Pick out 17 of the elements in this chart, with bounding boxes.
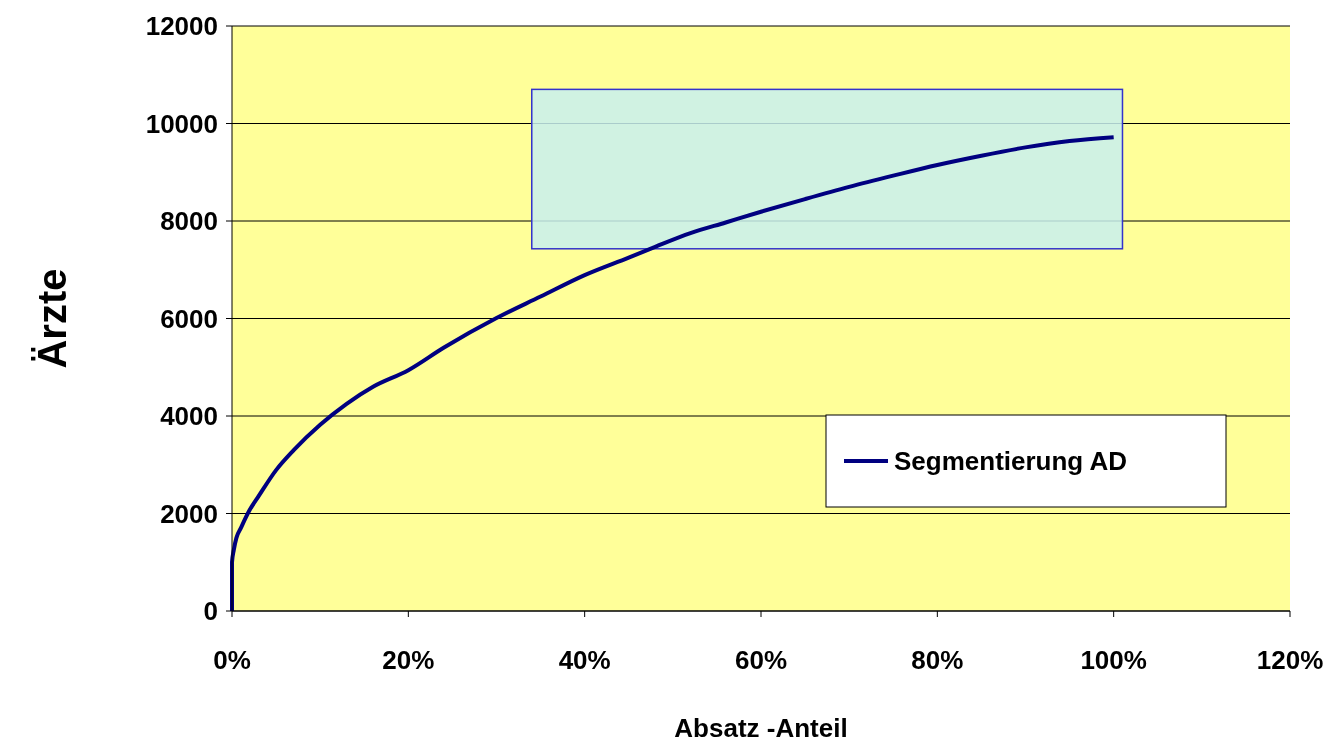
legend-label: Segmentierung AD [894,446,1128,477]
x-tick-label: 80% [911,645,964,675]
y-tick-label: 4000 [160,401,218,432]
x-tick-label: 100% [1080,645,1147,675]
x-tick-label: 40% [558,645,611,675]
x-tick-label: 0% [213,645,251,675]
y-axis-title: Ärzte [30,268,74,369]
y-tick-label: 10000 [145,108,218,139]
x-axis-title: Absatz -Anteil [674,713,848,743]
x-tick-label: 120% [1256,645,1324,675]
x-tick-label: 20% [382,645,435,675]
x-tick-label: 60% [734,645,788,675]
y-tick-label: 0 [203,596,218,627]
y-tick-label: 8000 [160,206,218,237]
y-tick-label: 6000 [160,303,218,334]
y-tick-label: 12000 [145,11,218,42]
y-tick-label: 2000 [160,498,218,529]
